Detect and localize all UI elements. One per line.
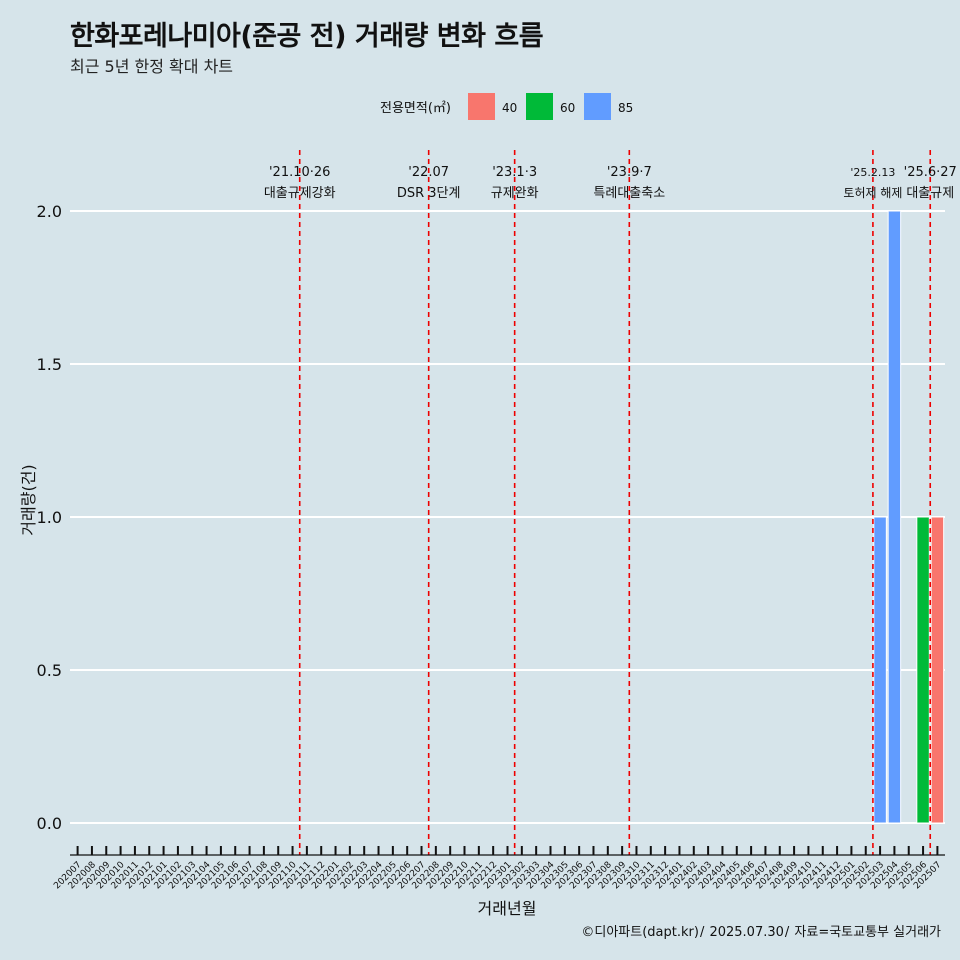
- event-date: '22.07: [408, 165, 449, 180]
- legend-label-60: 60: [560, 101, 575, 115]
- legend-swatch-40: [468, 93, 495, 120]
- y-tick-label: 1.5: [37, 355, 62, 374]
- y-axis-title: 거래량(건): [19, 464, 38, 535]
- bar-202507-40: [930, 516, 945, 824]
- event-label: 규제완화: [491, 186, 539, 201]
- legend-swatch-60: [526, 93, 553, 120]
- legend-label-40: 40: [502, 101, 517, 115]
- event-label: 대출규제강화: [264, 186, 336, 201]
- y-tick-label: 0.5: [37, 661, 62, 680]
- event-label: DSR 3단계: [397, 186, 461, 201]
- caption-source: ©디아파트(dapt.kr): [581, 925, 699, 940]
- event-label: 특례대출축소: [593, 186, 665, 201]
- event-date: '23.9·7: [607, 165, 652, 180]
- legend-title: 전용면적(㎡): [380, 101, 451, 116]
- caption-date: 2025.07.30: [709, 925, 784, 940]
- legend-swatch-85: [584, 93, 611, 120]
- chart-subtitle: 최근 5년 한정 확대 차트: [70, 57, 234, 76]
- event-date: '21.10·26: [269, 165, 330, 180]
- bar-202506-60: [916, 516, 930, 824]
- y-tick-label: 1.0: [37, 508, 62, 527]
- y-tick-label: 0.0: [37, 814, 62, 833]
- event-label: 대출규제: [906, 186, 954, 201]
- event-label: 토허제 해제: [843, 186, 902, 200]
- x-axis-title: 거래년월: [478, 899, 537, 918]
- bar-202504-85: [887, 210, 902, 824]
- chart-title: 한화포레나미아(준공 전) 거래량 변화 흐름: [70, 21, 544, 52]
- caption: ©디아파트(dapt.kr)/ 2025.07.30/ 자료=국토교통부 실거래…: [581, 925, 941, 940]
- caption-data-source: 자료=국토교통부 실거래가: [794, 925, 941, 940]
- legend-label-85: 85: [618, 101, 633, 115]
- event-date: '23.1·3: [492, 165, 537, 180]
- y-tick-label: 2.0: [37, 202, 62, 221]
- bar-202503-85: [873, 516, 887, 824]
- event-date: '25.6·27: [904, 165, 957, 180]
- event-date: '25.2.13: [850, 166, 895, 179]
